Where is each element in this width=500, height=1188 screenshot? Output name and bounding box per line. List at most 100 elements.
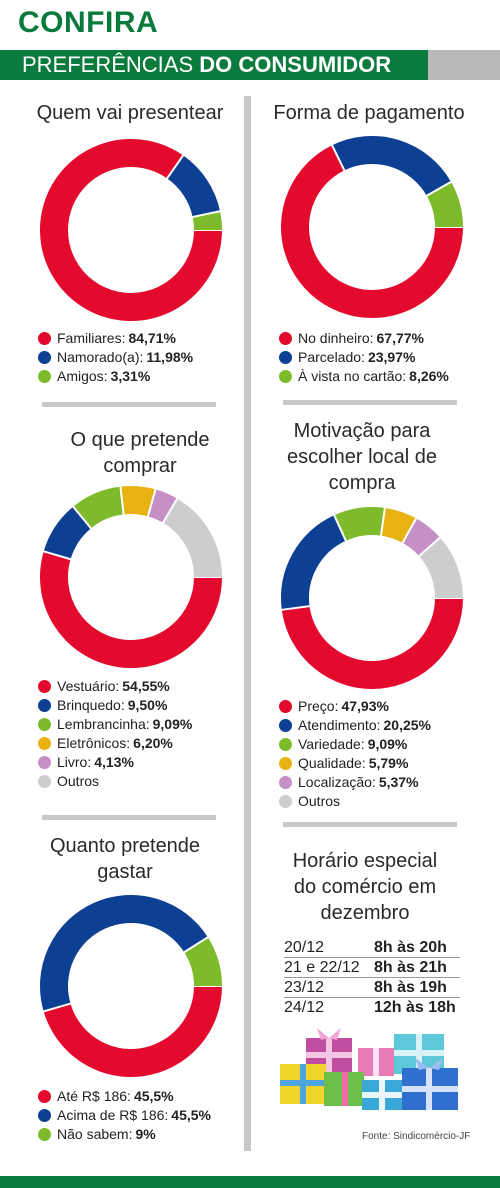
legend-item-namorado-a: Namorado(a): 11,98% — [38, 348, 193, 367]
schedule-date: 20/12 — [284, 939, 325, 956]
slice-separator — [330, 143, 346, 172]
legend-label: Localização: — [298, 774, 376, 790]
legend-value: 45,5% — [171, 1107, 211, 1123]
chart-title-o-que-pretende-comprar-text: O que pretende comprar — [70, 429, 210, 477]
legend-label: Parcelado: — [298, 349, 365, 365]
donut-slice-qualidade — [380, 507, 417, 544]
schedule-title-text: Horário especial do comércio em dezembro — [292, 850, 438, 924]
chart-title-quem-vai-presentear: Quem vai presentear — [36, 102, 224, 124]
donut-slice-nao-sabem — [183, 937, 222, 987]
donut-slice-preco — [281, 597, 463, 689]
donut-slice-parcelado — [332, 136, 452, 197]
schedule-time: 8h às 20h — [374, 939, 447, 956]
legend-item-lembrancinha: Lembrancinha: 9,09% — [38, 715, 192, 734]
legend-swatch — [279, 370, 292, 383]
header-title: CONFIRA — [18, 6, 159, 39]
legend-label: Lembrancinha: — [57, 716, 150, 732]
legend-label: No dinheiro: — [298, 330, 374, 346]
donut-slice-ate-r-186 — [43, 985, 222, 1077]
legend-item-a-vista-no-cartao: À vista no cartão: 8,26% — [279, 367, 449, 386]
legend-item-atendimento: Atendimento: 20,25% — [279, 716, 431, 735]
legend-item-ate-r-186: Até R$ 186: 45,5% — [38, 1087, 211, 1106]
legend-item-eletronicos: Eletrônicos: 6,20% — [38, 734, 192, 753]
legend-value: 5,79% — [368, 755, 409, 771]
slice-separator — [146, 488, 157, 518]
schedule-row: 23/12 8h às 19h — [284, 978, 460, 998]
legend-label: Não sabem: — [57, 1126, 133, 1142]
legend-swatch — [279, 757, 292, 770]
legend-value: 9% — [135, 1126, 156, 1142]
legend-label: Preço: — [298, 698, 339, 714]
slice-separator — [119, 485, 125, 516]
legend-item-localizacao: Localização: 5,37% — [279, 773, 431, 792]
donut-slice-localizacao — [402, 518, 440, 557]
legend-swatch — [38, 756, 51, 769]
legend-swatch — [279, 351, 292, 364]
legend-item-familiares: Familiares: 84,71% — [38, 329, 193, 348]
legend-item-nao-sabem: Não sabem: 9% — [38, 1125, 211, 1144]
slice-separator — [417, 536, 442, 558]
legend-label: Eletrônicos: — [57, 735, 131, 751]
schedule-table: 20/12 8h às 20h 21 e 22/12 8h às 21h 23/12 8h… — [284, 938, 460, 1017]
legend-motivacao: Preço: 47,93% Atendimento: 20,25% Variedade:… — [279, 697, 431, 811]
legend-swatch — [279, 795, 292, 808]
donut-chart-o-que-pretende-comprar — [40, 485, 223, 668]
legend-label: Outros — [298, 793, 341, 809]
donut-slice-outros — [418, 537, 463, 599]
legend-value: 11,98% — [146, 349, 194, 365]
legend-label: Livro: — [57, 754, 92, 770]
legend-label: Brinquedo: — [57, 697, 125, 713]
source-note: Fonte: Sindicomércio-JF — [362, 1131, 471, 1142]
legend-value: 9,09% — [152, 716, 193, 732]
legend-value: 54,55% — [122, 678, 170, 694]
donut-slice-acima-de-r-186 — [40, 895, 208, 1012]
donut-slice-brinquedo — [43, 506, 92, 560]
donut-slice-namorado-a — [166, 155, 221, 218]
legend-value: 3,31% — [110, 368, 151, 384]
donut-slice-familiares — [40, 139, 222, 321]
legend-quem-vai-presentear: Familiares: 84,71% Namorado(a): 11,98% Amigo… — [38, 329, 193, 386]
legend-label: Familiares: — [57, 330, 126, 346]
slice-separator — [182, 935, 210, 954]
donut-slice-livro — [147, 489, 178, 523]
legend-swatch — [38, 699, 51, 712]
divider-right-1 — [283, 400, 457, 405]
donut-slice-amigos — [192, 211, 222, 231]
slice-separator — [165, 154, 185, 180]
legend-label: Outros — [57, 773, 100, 789]
vertical-divider — [244, 96, 251, 1151]
donut-slice-outros — [162, 498, 222, 578]
chart-title-motivacao: Motivação para escolher local de compra — [272, 418, 452, 496]
legend-label: Acima de R$ 186: — [57, 1107, 169, 1123]
slice-separator — [161, 497, 179, 525]
legend-item-no-dinheiro: No dinheiro: 67,77% — [279, 329, 449, 348]
divider-left-2 — [42, 815, 216, 820]
schedule-date: 23/12 — [284, 979, 325, 996]
legend-swatch — [38, 1109, 51, 1122]
legend-swatch — [38, 1128, 51, 1141]
donut-slice-variedade — [334, 507, 385, 541]
schedule-row: 21 e 22/12 8h às 21h — [284, 958, 460, 978]
legend-value: 8,26% — [409, 368, 449, 384]
legend-swatch — [38, 718, 51, 731]
legend-label: Variedade: — [298, 736, 365, 752]
slice-separator — [401, 517, 418, 545]
legend-item-livro: Livro: 4,13% — [38, 753, 192, 772]
gift-box-yellow — [280, 1064, 326, 1104]
donut-chart-quem-vai-presentear — [40, 139, 223, 321]
schedule-date: 24/12 — [284, 999, 325, 1016]
legend-value: 9,50% — [127, 697, 168, 713]
header-band-green: PREFERÊNCIAS DO CONSUMIDOR — [0, 50, 428, 80]
donut-slice-vestuario — [40, 551, 222, 668]
legend-item-amigos: Amigos: 3,31% — [38, 367, 193, 386]
legend-value: 6,20% — [133, 735, 173, 751]
legend-value: 4,13% — [94, 754, 134, 770]
legend-item-outros: Outros — [279, 792, 431, 811]
divider-right-2 — [283, 822, 457, 827]
legend-swatch — [279, 719, 292, 732]
legend-value: 47,93% — [341, 698, 389, 714]
legend-value: 23,97% — [367, 349, 416, 365]
legend-label: Qualidade: — [298, 755, 366, 771]
schedule-date: 21 e 22/12 — [284, 959, 360, 976]
legend-swatch — [38, 680, 51, 693]
